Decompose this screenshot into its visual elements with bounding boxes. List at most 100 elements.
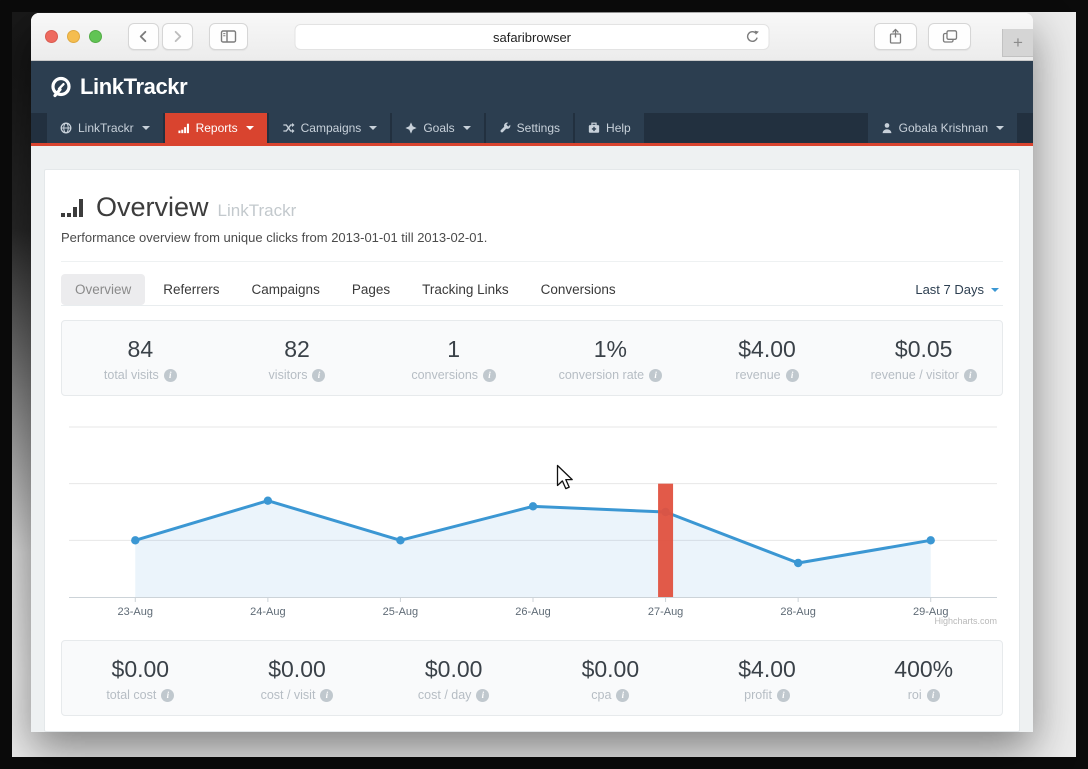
header-accent-rule <box>31 143 1033 146</box>
stats-panel-top: 84 total visits i 82 visitors i 1 conversi… <box>61 320 1003 396</box>
chevron-left-icon <box>139 30 147 43</box>
info-icon[interactable]: i <box>616 688 630 702</box>
zoom-button[interactable] <box>89 30 102 43</box>
info-icon[interactable]: i <box>312 368 326 382</box>
nav-item-help[interactable]: Help <box>575 113 644 143</box>
tab-tracking-links[interactable]: Tracking Links <box>422 282 509 297</box>
info-icon[interactable]: i <box>926 688 940 702</box>
x-axis-label-26-Aug: 26-Aug <box>515 606 550 618</box>
stat-value: 1 <box>447 336 461 362</box>
data-point-25-Aug[interactable] <box>396 536 405 545</box>
data-point-28-Aug[interactable] <box>793 558 803 568</box>
x-axis-label-24-Aug: 24-Aug <box>250 606 285 618</box>
stat-value: $0.00 <box>111 656 170 682</box>
tab-referrers[interactable]: Referrers <box>163 282 220 297</box>
nav-item-linktrackr[interactable]: LinkTrackr <box>47 113 163 143</box>
address-bar[interactable]: safaribrowser <box>294 24 770 50</box>
nav-item-campaigns[interactable]: Campaigns <box>268 113 391 143</box>
sidebar-icon <box>220 30 237 43</box>
stat-value: 84 <box>127 336 154 362</box>
x-axis-label-28-Aug: 28-Aug <box>780 606 815 618</box>
report-tabs: Overview Referrers Campaigns Pages Track… <box>61 262 1003 306</box>
stat-value: $0.05 <box>894 336 953 362</box>
info-icon[interactable]: i <box>483 368 497 382</box>
stat-label: cost / visit <box>260 688 316 702</box>
info-icon[interactable]: i <box>161 688 175 702</box>
data-point-26-Aug[interactable] <box>528 502 538 511</box>
nav-label: Settings <box>516 121 561 135</box>
data-point-29-Aug[interactable] <box>926 536 935 545</box>
refresh-button[interactable] <box>745 29 761 45</box>
plus-icon: + <box>1013 32 1023 52</box>
stat-conversion-rate: 1% conversion rate i <box>532 336 689 382</box>
stat-label: total cost <box>106 688 157 702</box>
user-menu[interactable]: Gobala Krishnan <box>867 113 1017 143</box>
medkit-icon <box>588 122 600 133</box>
user-icon <box>882 123 892 134</box>
close-button[interactable] <box>45 30 58 43</box>
tab-overview[interactable]: Overview <box>61 274 146 305</box>
x-axis-label-29-Aug: 29-Aug <box>913 606 948 618</box>
period-label: Last 7 Days <box>915 282 984 297</box>
info-icon[interactable]: i <box>163 368 177 382</box>
data-point-24-Aug[interactable] <box>263 496 273 505</box>
info-icon[interactable]: i <box>776 688 790 702</box>
stat-cpa: $0.00 cpa i <box>532 656 689 702</box>
caret-down-icon <box>996 126 1004 130</box>
caret-down-icon <box>141 126 150 130</box>
chart-credit[interactable]: Highcharts.com <box>934 616 997 626</box>
stat-value: $0.00 <box>268 656 326 682</box>
stat-label: cpa <box>591 688 612 702</box>
nav-label: Help <box>606 121 631 135</box>
show-tabs-button[interactable] <box>928 23 971 50</box>
data-point-23-Aug[interactable] <box>131 536 140 545</box>
tab-pages[interactable]: Pages <box>351 282 391 297</box>
stat-visitors: 82 visitors i <box>219 336 376 382</box>
tab-conversions[interactable]: Conversions <box>540 282 616 297</box>
stat-total-cost: $0.00 total cost i <box>62 656 219 702</box>
nav-label: Reports <box>195 121 238 135</box>
nav-label: Campaigns <box>300 121 362 135</box>
site-header: LinkTrackr LinkTrackr Reports <box>31 61 1033 146</box>
user-name: Gobala Krishnan <box>898 121 988 135</box>
info-icon[interactable]: i <box>320 688 334 702</box>
period-selector[interactable]: Last 7 Days <box>915 282 1003 297</box>
nav-item-reports[interactable]: Reports <box>164 113 267 143</box>
info-icon[interactable]: i <box>476 688 490 702</box>
stat-cost-per-visit: $0.00 cost / visit i <box>219 656 376 702</box>
caret-down-icon <box>369 126 378 130</box>
stat-total-visits: 84 total visits i <box>62 336 219 382</box>
stats-panel-bottom: $0.00 total cost i $0.00 cost / visit i $0… <box>61 640 1003 716</box>
safari-window: safaribrowser <box>31 13 1033 732</box>
brand-name: LinkTrackr <box>80 74 188 99</box>
stat-value: 1% <box>593 336 627 362</box>
info-icon[interactable]: i <box>963 368 977 382</box>
sidebar-toggle-button[interactable] <box>209 23 248 50</box>
info-icon[interactable]: i <box>649 368 663 382</box>
share-icon <box>889 28 902 44</box>
stat-value: 400% <box>894 656 954 682</box>
back-button[interactable] <box>128 23 159 50</box>
page-background: Overview LinkTrackr Performance overview… <box>31 146 1033 732</box>
page-subtitle: Performance overview from unique clicks … <box>61 230 488 245</box>
highlight-column-27-Aug[interactable] <box>658 483 674 597</box>
browser-titlebar[interactable]: safaribrowser <box>31 13 1033 61</box>
forward-button[interactable] <box>162 23 193 50</box>
stat-label: profit <box>744 688 772 702</box>
stat-label: roi <box>907 688 922 702</box>
info-icon[interactable]: i <box>785 368 799 382</box>
nav-item-goals[interactable]: Goals <box>392 113 484 143</box>
stat-value: $0.00 <box>581 656 640 682</box>
stat-conversions: 1 conversions i <box>375 336 532 382</box>
caret-down-icon <box>245 126 254 130</box>
wrench-icon <box>500 122 510 133</box>
shuffle-icon <box>282 122 295 134</box>
nav-item-settings[interactable]: Settings <box>485 113 574 143</box>
new-tab-button[interactable]: + <box>1002 29 1033 57</box>
overview-chart[interactable]: 23-Aug 24-Aug 25-Aug 26-Aug 27-Aug 28-Aug 29-A… <box>61 404 1005 629</box>
caret-down-icon <box>462 126 471 130</box>
tab-campaigns[interactable]: Campaigns <box>251 282 320 297</box>
page-title: Overview <box>96 192 209 222</box>
share-button[interactable] <box>874 23 917 50</box>
minimize-button[interactable] <box>67 30 80 43</box>
